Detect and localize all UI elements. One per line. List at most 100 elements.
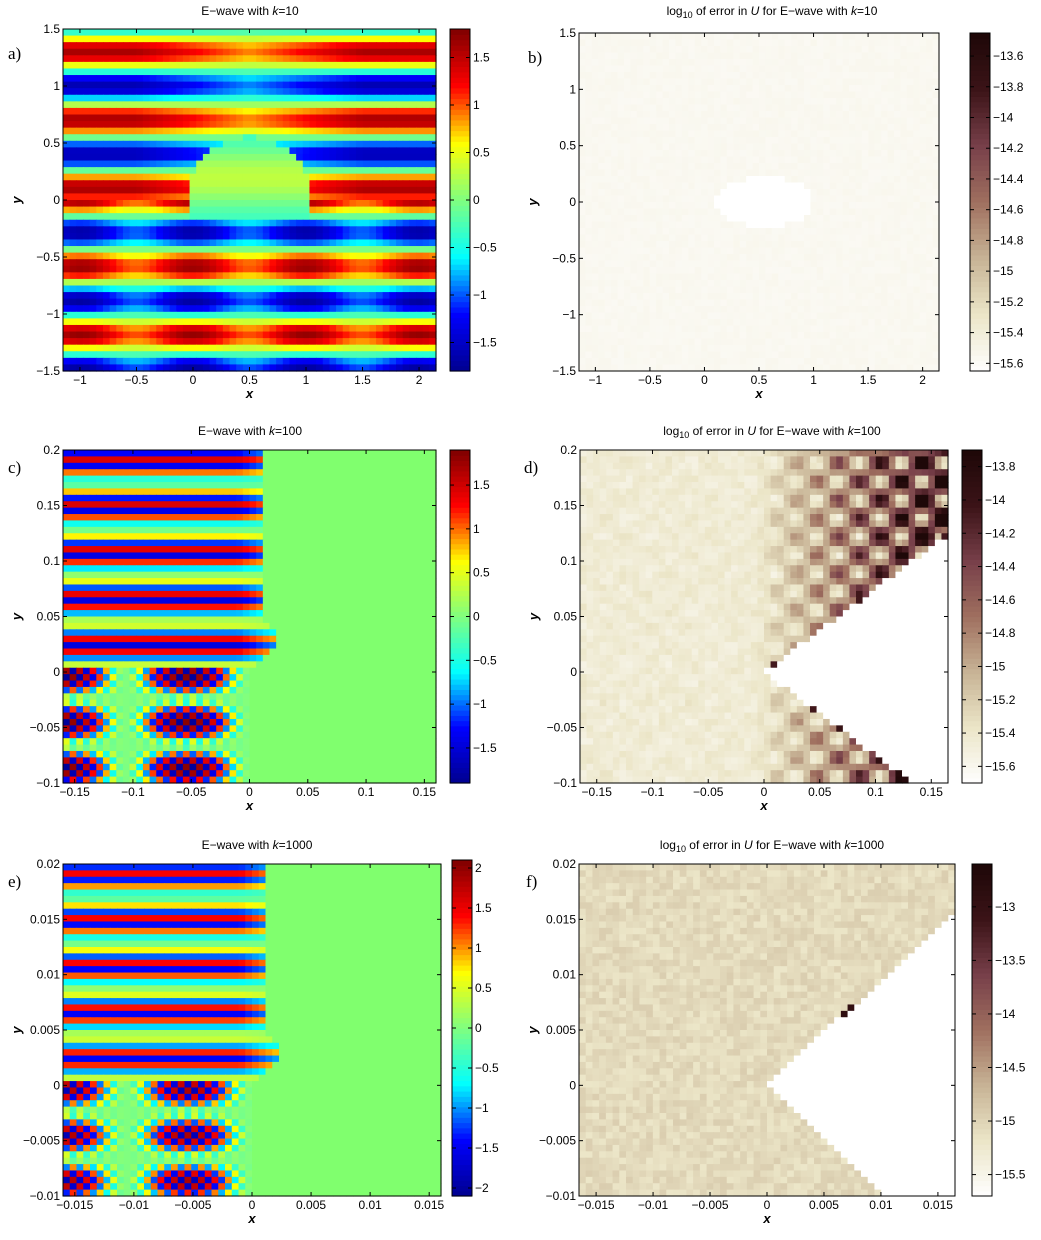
heatmap-cell [182, 94, 191, 102]
heatmap-cell [309, 48, 317, 56]
heatmap-cell [402, 55, 410, 63]
heatmap-cell [269, 42, 277, 50]
heatmap-cell [389, 55, 397, 63]
heatmap-cell [63, 68, 71, 76]
heatmap-cell [122, 35, 131, 43]
heatmap-cell [216, 42, 224, 50]
heatmap-cell [202, 48, 211, 56]
heatmap-cell [176, 88, 184, 96]
heatmap-cell [322, 48, 331, 56]
heatmap-cell [349, 68, 357, 76]
heatmap-cell [356, 61, 364, 70]
heatmap-cell [202, 68, 211, 76]
heatmap-cell [122, 75, 131, 83]
heatmap-cell [322, 88, 331, 96]
heatmap-cell [216, 68, 224, 76]
heatmap-cell [129, 55, 137, 63]
heatmap-cell [156, 35, 164, 43]
heatmap-cell [249, 35, 257, 43]
heatmap-cell [242, 75, 251, 83]
heatmap-cell [422, 61, 430, 70]
heatmap-cell [409, 75, 417, 83]
heatmap-cell [282, 48, 291, 56]
heatmap-cell [389, 42, 397, 50]
heatmap-cell [129, 81, 137, 89]
heatmap-cell [322, 81, 331, 89]
heatmap-cell [109, 35, 117, 43]
heatmap-cell [409, 55, 417, 63]
heatmap-cell [422, 48, 430, 56]
heatmap-cell [329, 61, 337, 70]
heatmap-cell [382, 75, 390, 83]
heatmap-cell [182, 68, 191, 76]
heatmap-cell [342, 55, 351, 63]
heatmap-cell [156, 101, 164, 109]
heatmap-cells [63, 29, 437, 372]
heatmap-cell [382, 81, 390, 89]
heatmap-cell [422, 55, 430, 63]
heatmap-cell [302, 68, 311, 76]
heatmap-cell [402, 75, 410, 83]
heatmap-cell [276, 75, 284, 83]
heatmap-cell [229, 94, 237, 102]
heatmap-cell [369, 29, 377, 37]
heatmap-cell [216, 88, 224, 96]
heatmap-cell [322, 75, 331, 83]
heatmap-cell [242, 48, 251, 56]
heatmap-cell [136, 55, 144, 63]
heatmap-cell [416, 68, 424, 76]
heatmap-cell [102, 42, 111, 50]
heatmap-cell [396, 29, 404, 37]
heatmap-cell [89, 35, 97, 43]
heatmap-cell [362, 61, 370, 70]
heatmap-cell [89, 101, 97, 109]
heatmap-cell [156, 75, 164, 83]
heatmap-cell [409, 88, 417, 96]
heatmap-cell [249, 88, 257, 96]
heatmap-cell [269, 48, 277, 56]
heatmap-cell [136, 68, 144, 76]
heatmap-cell [256, 48, 264, 56]
heatmap-cell [142, 75, 151, 83]
heatmap-cell [69, 81, 77, 89]
heatmap-cell [189, 61, 197, 70]
heatmap-cell [122, 68, 131, 76]
heatmap-cell [249, 61, 257, 70]
heatmap-cell [209, 35, 217, 43]
heatmap-cell [142, 61, 151, 70]
heatmap-cell [122, 29, 131, 37]
heatmap-cell [369, 48, 377, 56]
heatmap-cell [189, 88, 197, 96]
heatmap-cell [202, 35, 211, 43]
heatmap-cell [336, 48, 344, 56]
heatmap-cell [249, 68, 257, 76]
heatmap-cell [82, 75, 91, 83]
heatmap-cell [429, 29, 437, 37]
heatmap-cell [382, 29, 390, 37]
heatmap-cell [122, 81, 131, 89]
heatmap-cell [369, 81, 377, 89]
heatmap-cell [356, 94, 364, 102]
heatmap-cell [276, 61, 284, 70]
heatmap-cell [389, 29, 397, 37]
heatmap-cell [136, 42, 144, 50]
heatmap-cell [402, 94, 410, 102]
heatmap-cell [336, 55, 344, 63]
heatmap-cell [336, 88, 344, 96]
heatmap-cell [196, 48, 204, 56]
heatmap-cell [216, 48, 224, 56]
heatmap-cell [402, 35, 410, 43]
heatmap-cell [256, 35, 264, 43]
heatmap-cell [296, 35, 304, 43]
heatmap-cell [176, 68, 184, 76]
heatmap-cell [309, 94, 317, 102]
heatmap-cell [356, 42, 364, 50]
heatmap-cell [202, 81, 211, 89]
heatmap-cell [209, 42, 217, 50]
heatmap-cell [89, 42, 97, 50]
heatmap-cell [316, 94, 324, 102]
heatmap-cell [256, 94, 264, 102]
heatmap-cell [69, 29, 77, 37]
heatmap-cell [296, 94, 304, 102]
heatmap-cell [129, 101, 137, 109]
